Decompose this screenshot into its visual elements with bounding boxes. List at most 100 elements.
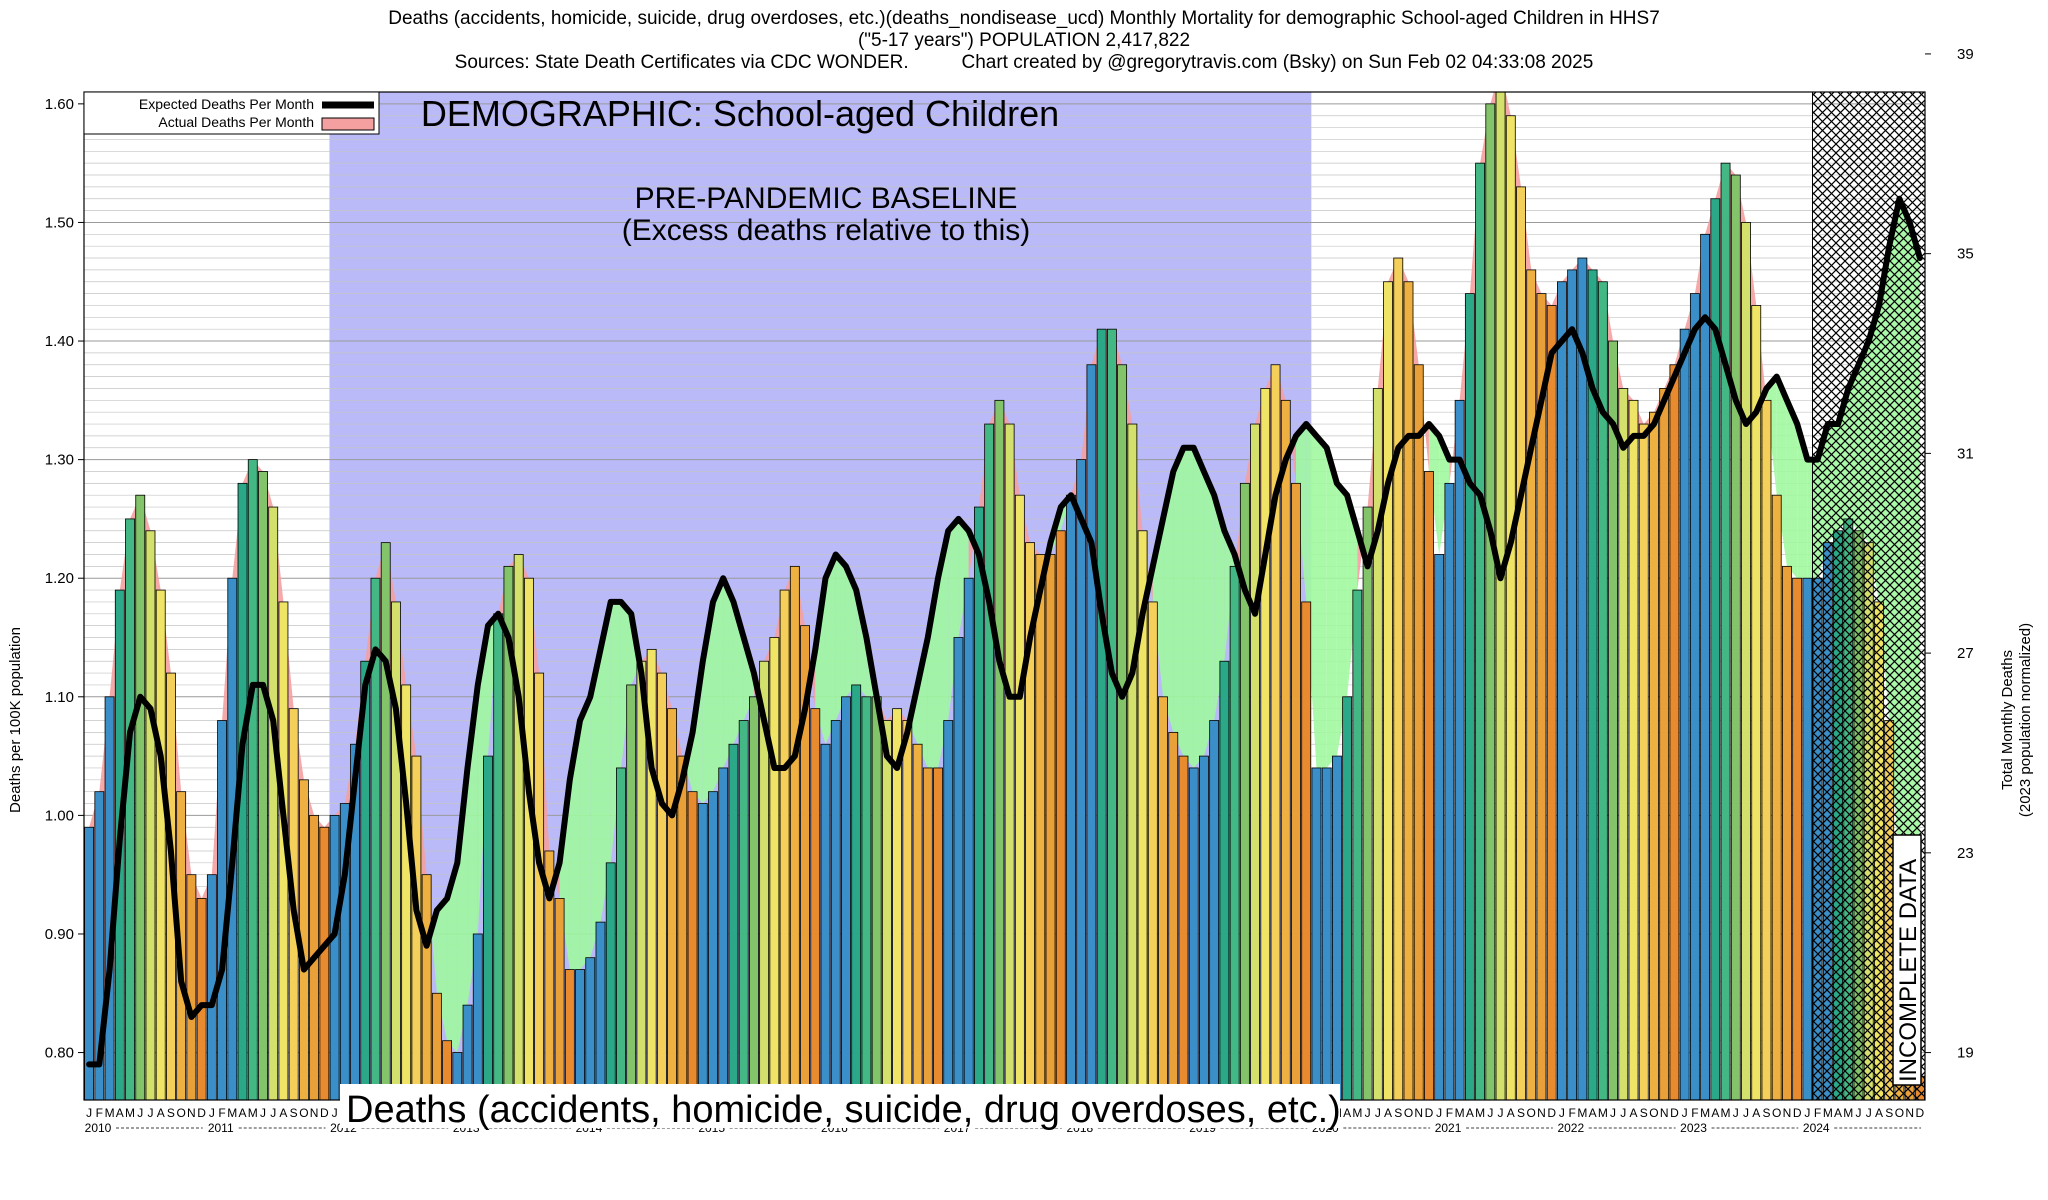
x-month-label: J	[86, 1106, 92, 1120]
actual-bar	[1362, 506, 1373, 1100]
actual-bar	[708, 791, 718, 1100]
actual-bar	[994, 399, 1005, 1100]
actual-bar	[391, 601, 401, 1100]
bars	[84, 92, 1925, 1100]
deviation-fill	[958, 518, 969, 638]
deviation-fill	[590, 649, 601, 958]
incomplete-data-box: INCOMPLETE DATA	[1892, 834, 1922, 1086]
actual-bar	[933, 767, 943, 1100]
y2-tick-label: 23	[1957, 845, 1974, 862]
actual-bar	[513, 554, 524, 1100]
x-month-label: J	[1620, 1106, 1626, 1120]
actual-bar	[1689, 293, 1700, 1100]
actual-bar	[442, 1040, 453, 1100]
actual-bar	[769, 637, 780, 1100]
actual-bar	[963, 577, 974, 1100]
expected-line-layer	[86, 195, 1923, 1068]
actual-bar	[1761, 399, 1772, 1100]
deviation-fill	[845, 566, 857, 697]
x-month-label: N	[187, 1106, 196, 1120]
actual-bar	[1147, 601, 1158, 1100]
deviation-fill	[1347, 495, 1358, 697]
deviation-fill	[477, 625, 488, 934]
actual-bar	[472, 933, 483, 1100]
deviation-fill	[1326, 447, 1337, 768]
x-month-label: D	[197, 1106, 206, 1120]
actual-bar	[268, 506, 279, 1100]
actual-bar	[1424, 471, 1434, 1100]
actual-bar	[1106, 328, 1117, 1100]
x-month-label: N	[1905, 1106, 1914, 1120]
actual-bar	[329, 814, 340, 1100]
x-month-label: S	[1394, 1106, 1402, 1120]
y-tick-label: 0.90	[45, 926, 74, 943]
actual-bar	[1311, 767, 1322, 1100]
actual-bar	[1137, 530, 1148, 1100]
actual-bar	[830, 720, 841, 1100]
x-month-label: J	[1682, 1106, 1688, 1120]
sources-text: Sources: State Death Certificates via CD…	[454, 52, 909, 73]
actual-bar	[779, 589, 790, 1100]
deviation-fill	[447, 862, 458, 1053]
actual-bar	[1055, 530, 1066, 1100]
deviation-fill	[1418, 364, 1429, 472]
y-tick-label: 0.80	[45, 1045, 74, 1062]
x-month-label: J	[1610, 1106, 1616, 1120]
actual-bar	[544, 850, 555, 1100]
x-month-label: S	[1640, 1106, 1648, 1120]
actual-bar	[431, 992, 442, 1100]
x-month-label: A	[1630, 1106, 1638, 1120]
x-month-label: M	[1823, 1106, 1833, 1120]
x-month-label: M	[248, 1106, 258, 1120]
x-month-label: J	[1804, 1106, 1810, 1120]
deviation-fill	[1224, 530, 1235, 662]
legend-actual-label: Actual Deaths Per Month	[158, 114, 314, 130]
actual-bar	[1178, 755, 1189, 1100]
actual-bar	[861, 696, 872, 1100]
x-month-label: F	[218, 1106, 225, 1120]
actual-bar	[1014, 494, 1025, 1100]
deviation-fill	[1316, 435, 1327, 768]
actual-bar	[421, 874, 432, 1100]
deviation-fill	[1449, 400, 1460, 484]
x-month-label: J	[1866, 1106, 1872, 1120]
x-month-label: O	[299, 1106, 308, 1120]
y-tick-label: 1.20	[45, 570, 74, 587]
y2-tick-label: 39	[1957, 46, 1974, 63]
actual-bar	[1659, 388, 1670, 1100]
x-month-label: F	[1691, 1106, 1698, 1120]
x-month-label: D	[320, 1106, 329, 1120]
actual-bar	[554, 898, 565, 1100]
chart-sources-credit: Sources: State Death Certificates via CD…	[0, 52, 2048, 74]
x-month-label: O	[1895, 1106, 1904, 1120]
actual-bar	[1771, 494, 1782, 1100]
actual-bar	[1434, 554, 1445, 1100]
actual-bar	[1229, 565, 1240, 1100]
x-month-label: M	[125, 1106, 135, 1120]
actual-bar	[1516, 186, 1526, 1100]
x-month-label: J	[1733, 1106, 1739, 1120]
x-month-label: S	[167, 1106, 175, 1120]
y2-tick-label: 35	[1957, 246, 1974, 263]
actual-bar	[728, 743, 739, 1100]
deviation-fill	[600, 601, 611, 923]
actual-bar	[841, 696, 851, 1100]
deviation-fill	[1786, 400, 1798, 579]
actual-bar	[564, 969, 575, 1100]
x-month-label: A	[239, 1106, 247, 1120]
deviation-fill	[1193, 447, 1204, 768]
actual-bar	[1485, 103, 1496, 1100]
actual-bar	[810, 708, 821, 1100]
x-month-label: D	[1425, 1106, 1434, 1120]
deviation-fill	[1173, 447, 1184, 757]
actual-bar	[503, 565, 514, 1100]
actual-bar	[1321, 767, 1332, 1100]
actual-bar	[585, 957, 596, 1100]
deviation-fill	[856, 590, 867, 697]
actual-bar	[401, 684, 412, 1100]
x-month-label: F	[1814, 1106, 1821, 1120]
category-label: Deaths (accidents, homicide, suicide, dr…	[346, 1089, 1341, 1131]
actual-bar	[1158, 696, 1168, 1100]
actual-bar	[575, 969, 585, 1100]
x-month-label: S	[1885, 1106, 1893, 1120]
